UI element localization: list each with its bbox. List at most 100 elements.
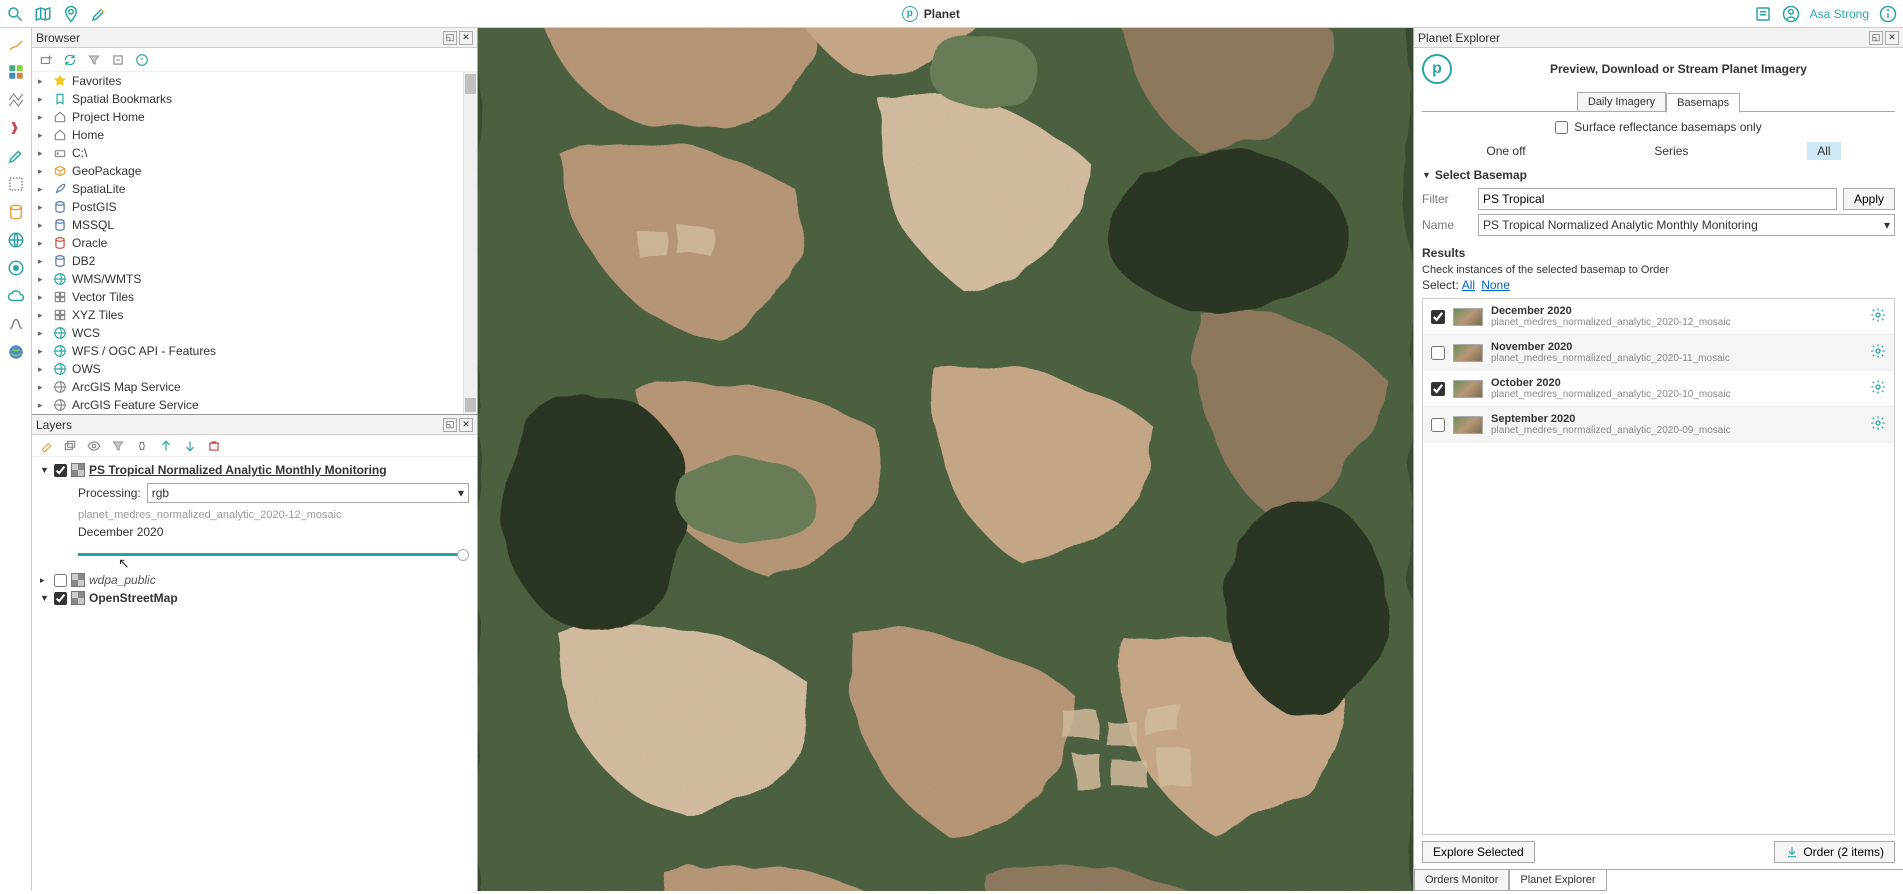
expand-icon[interactable]: ▸ bbox=[40, 575, 50, 586]
expand-icon[interactable]: ▸ bbox=[38, 76, 48, 87]
tree-item[interactable]: ▸WCS bbox=[32, 324, 477, 342]
gear-icon[interactable] bbox=[1870, 379, 1886, 398]
layer-checkbox[interactable] bbox=[54, 464, 67, 477]
select-all-link[interactable]: All bbox=[1462, 278, 1475, 292]
map-canvas[interactable] bbox=[478, 28, 1413, 891]
undock-icon[interactable]: ◱ bbox=[443, 31, 457, 45]
filter-icon[interactable] bbox=[86, 52, 102, 68]
rail-vector-icon[interactable] bbox=[6, 34, 26, 54]
filter-input[interactable] bbox=[1478, 188, 1837, 210]
undock-icon[interactable]: ◱ bbox=[443, 418, 457, 432]
layer-row[interactable]: ▼ OpenStreetMap bbox=[40, 589, 469, 607]
expand-icon[interactable]: ▸ bbox=[38, 148, 48, 159]
browser-scrollbar[interactable] bbox=[463, 72, 477, 414]
tree-item[interactable]: ▸XYZ Tiles bbox=[32, 306, 477, 324]
result-row[interactable]: November 2020planet_medres_normalized_an… bbox=[1423, 335, 1894, 371]
layer-checkbox[interactable] bbox=[54, 592, 67, 605]
properties-icon[interactable] bbox=[134, 52, 150, 68]
expand-icon[interactable]: ▸ bbox=[38, 400, 48, 411]
result-checkbox[interactable] bbox=[1431, 310, 1445, 324]
rail-raster-icon[interactable] bbox=[6, 62, 26, 82]
remove-layer-icon[interactable] bbox=[206, 438, 222, 454]
rail-delimit-icon[interactable] bbox=[6, 118, 26, 138]
expand-icon[interactable]: ▼ bbox=[40, 465, 50, 475]
rail-cloud-icon[interactable] bbox=[6, 286, 26, 306]
rail-pencil-icon[interactable] bbox=[6, 146, 26, 166]
expand-icon[interactable]: ▸ bbox=[38, 256, 48, 267]
edit-tool-icon[interactable] bbox=[90, 5, 108, 23]
search-icon[interactable] bbox=[6, 5, 24, 23]
tree-item[interactable]: ▸WMS/WMTS bbox=[32, 270, 477, 288]
result-row[interactable]: October 2020planet_medres_normalized_ana… bbox=[1423, 371, 1894, 407]
expand-all-icon[interactable] bbox=[158, 438, 174, 454]
result-checkbox[interactable] bbox=[1431, 418, 1445, 432]
rail-wms-icon[interactable] bbox=[6, 230, 26, 250]
order-button[interactable]: Order (2 items) bbox=[1774, 841, 1895, 863]
style-icon[interactable] bbox=[38, 438, 54, 454]
tree-item[interactable]: ▸C:\ bbox=[32, 144, 477, 162]
tree-item[interactable]: ▸OWS bbox=[32, 360, 477, 378]
gear-icon[interactable] bbox=[1870, 343, 1886, 362]
expand-icon[interactable]: ▸ bbox=[38, 274, 48, 285]
mode-all[interactable]: All bbox=[1807, 142, 1840, 160]
explore-selected-button[interactable]: Explore Selected bbox=[1422, 841, 1535, 863]
expand-icon[interactable]: ▸ bbox=[38, 310, 48, 321]
slider-handle[interactable] bbox=[457, 549, 469, 561]
surface-reflectance-checkbox[interactable] bbox=[1555, 121, 1568, 134]
tree-item[interactable]: ▸Oracle bbox=[32, 234, 477, 252]
apply-button[interactable]: Apply bbox=[1843, 188, 1895, 210]
processing-select[interactable]: rgb ▾ bbox=[147, 483, 469, 503]
map-icon[interactable] bbox=[34, 5, 52, 23]
expand-icon[interactable]: ▸ bbox=[38, 166, 48, 177]
rail-db-icon[interactable] bbox=[6, 202, 26, 222]
tab-basemaps[interactable]: Basemaps bbox=[1666, 93, 1740, 113]
select-none-link[interactable]: None bbox=[1481, 278, 1510, 292]
gear-icon[interactable] bbox=[1870, 307, 1886, 326]
tree-item[interactable]: ▸Vector Tiles bbox=[32, 288, 477, 306]
scrollbar-thumb[interactable] bbox=[465, 74, 476, 94]
close-icon[interactable]: ✕ bbox=[1885, 31, 1899, 45]
expand-icon[interactable]: ▸ bbox=[38, 328, 48, 339]
expand-icon[interactable]: ▸ bbox=[38, 220, 48, 231]
layer-name[interactable]: OpenStreetMap bbox=[89, 591, 178, 605]
expand-icon[interactable]: ▸ bbox=[38, 292, 48, 303]
result-row[interactable]: December 2020planet_medres_normalized_an… bbox=[1423, 299, 1894, 335]
visibility-icon[interactable] bbox=[86, 438, 102, 454]
expand-icon[interactable]: ▸ bbox=[38, 346, 48, 357]
add-group-icon[interactable] bbox=[62, 438, 78, 454]
mode-oneoff[interactable]: One off bbox=[1476, 142, 1535, 160]
filter-layers-icon[interactable] bbox=[110, 438, 126, 454]
scrollbar-down-icon[interactable] bbox=[465, 398, 476, 412]
layer-name[interactable]: PS Tropical Normalized Analytic Monthly … bbox=[89, 463, 387, 477]
expand-icon[interactable]: ▸ bbox=[38, 238, 48, 249]
expand-icon[interactable]: ▸ bbox=[38, 130, 48, 141]
layer-checkbox[interactable] bbox=[54, 574, 67, 587]
refresh-icon[interactable] bbox=[62, 52, 78, 68]
tab-planet-explorer[interactable]: Planet Explorer bbox=[1509, 870, 1606, 891]
add-layer-icon[interactable] bbox=[38, 52, 54, 68]
expand-icon[interactable]: ▸ bbox=[38, 94, 48, 105]
info-icon[interactable] bbox=[1879, 5, 1897, 23]
tree-item[interactable]: ▸SpatiaLite bbox=[32, 180, 477, 198]
tree-item[interactable]: ▸Project Home bbox=[32, 108, 477, 126]
expression-icon[interactable] bbox=[134, 438, 150, 454]
user-name[interactable]: Asa Strong bbox=[1810, 7, 1869, 21]
tab-orders-monitor[interactable]: Orders Monitor bbox=[1414, 870, 1509, 891]
tree-item[interactable]: ▸PostGIS bbox=[32, 198, 477, 216]
expand-icon[interactable]: ▸ bbox=[38, 364, 48, 375]
rail-path-icon[interactable] bbox=[6, 314, 26, 334]
expand-icon[interactable]: ▸ bbox=[38, 202, 48, 213]
undock-icon[interactable]: ◱ bbox=[1869, 31, 1883, 45]
close-icon[interactable]: ✕ bbox=[459, 31, 473, 45]
collapse-icon[interactable]: ▼ bbox=[1422, 170, 1431, 180]
tree-item[interactable]: ▸Spatial Bookmarks bbox=[32, 90, 477, 108]
expand-icon[interactable]: ▼ bbox=[40, 593, 50, 603]
collapse-icon[interactable] bbox=[110, 52, 126, 68]
rail-virtual-icon[interactable] bbox=[6, 174, 26, 194]
rail-wfs-icon[interactable] bbox=[6, 258, 26, 278]
result-checkbox[interactable] bbox=[1431, 382, 1445, 396]
user-circle-icon[interactable] bbox=[1782, 5, 1800, 23]
layer-row[interactable]: ▼ PS Tropical Normalized Analytic Monthl… bbox=[40, 461, 469, 479]
rail-planet-icon[interactable] bbox=[6, 342, 26, 362]
result-row[interactable]: September 2020planet_medres_normalized_a… bbox=[1423, 407, 1894, 443]
